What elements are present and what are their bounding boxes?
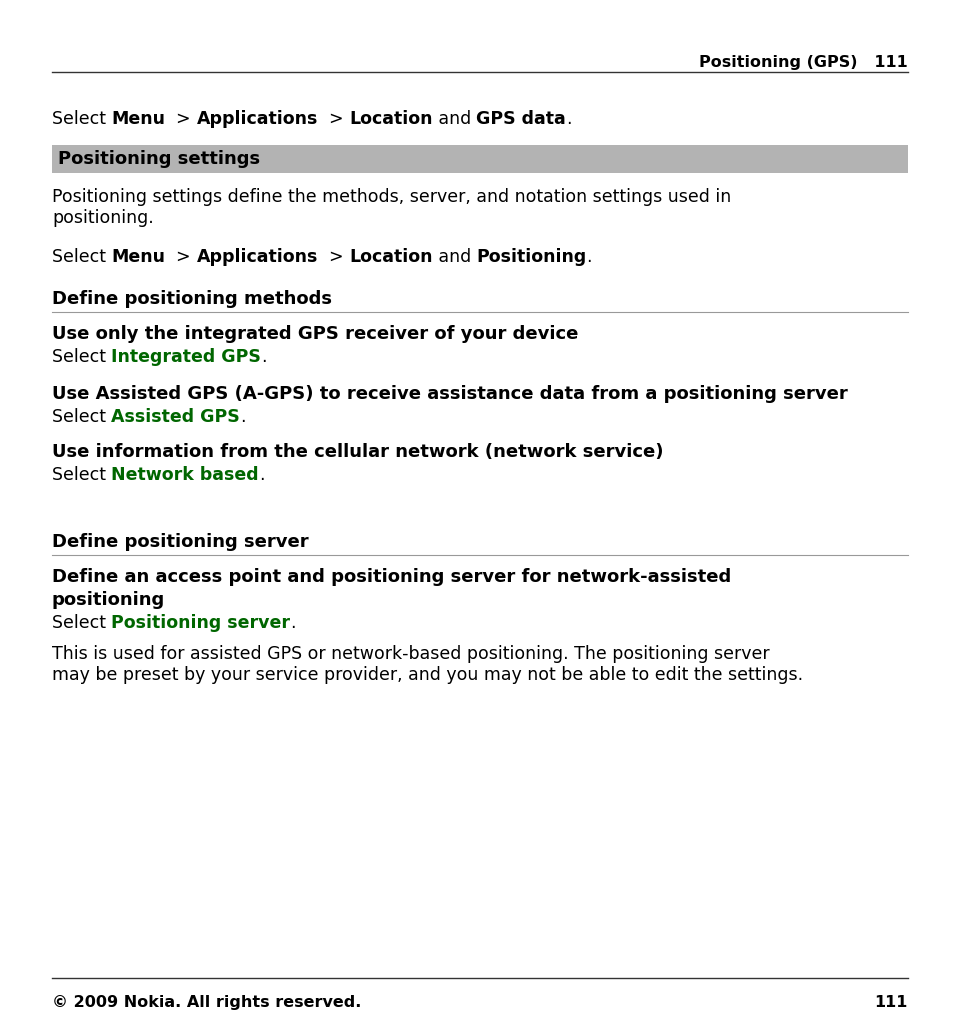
Text: © 2009 Nokia. All rights reserved.: © 2009 Nokia. All rights reserved. (52, 995, 361, 1010)
Text: Select: Select (52, 614, 112, 632)
Text: Define an access point and positioning server for network-assisted: Define an access point and positioning s… (52, 568, 731, 586)
Text: Menu: Menu (112, 110, 165, 128)
Text: Applications: Applications (196, 248, 317, 266)
Text: Applications: Applications (196, 110, 317, 128)
Text: positioning: positioning (52, 591, 165, 609)
Text: .: . (240, 408, 246, 426)
Text: >: > (165, 110, 196, 128)
Text: GPS data: GPS data (476, 110, 565, 128)
Text: Define positioning server: Define positioning server (52, 533, 309, 551)
Text: Positioning server: Positioning server (112, 614, 291, 632)
Text: Positioning (GPS)   111: Positioning (GPS) 111 (699, 55, 907, 70)
Text: Select: Select (52, 348, 112, 366)
Text: Select: Select (52, 248, 112, 266)
Text: >: > (317, 110, 349, 128)
Text: This is used for assisted GPS or network-based positioning. The positioning serv: This is used for assisted GPS or network… (52, 645, 769, 663)
Text: Positioning: Positioning (476, 248, 586, 266)
Text: and: and (432, 110, 476, 128)
Text: .: . (291, 614, 295, 632)
Text: 111: 111 (874, 995, 907, 1010)
Bar (52, 145, 907, 173)
Text: Location: Location (349, 248, 432, 266)
Text: and: and (432, 248, 476, 266)
Text: .: . (259, 466, 264, 484)
Text: Positioning settings: Positioning settings (58, 150, 260, 168)
Text: Positioning settings define the methods, server, and notation settings used in: Positioning settings define the methods,… (52, 188, 731, 206)
Text: Use Assisted GPS (A-GPS) to receive assistance data from a positioning server: Use Assisted GPS (A-GPS) to receive assi… (52, 385, 847, 403)
Text: Select: Select (52, 408, 112, 426)
Text: Location: Location (349, 110, 432, 128)
Text: >: > (317, 248, 349, 266)
Text: Define positioning methods: Define positioning methods (52, 290, 332, 308)
Text: Menu: Menu (112, 248, 165, 266)
Text: Use information from the cellular network (network service): Use information from the cellular networ… (52, 443, 662, 461)
Text: .: . (586, 248, 592, 266)
Text: Select: Select (52, 466, 112, 484)
Text: Assisted GPS: Assisted GPS (112, 408, 240, 426)
Text: >: > (165, 248, 196, 266)
Text: Use only the integrated GPS receiver of your device: Use only the integrated GPS receiver of … (52, 325, 578, 343)
Text: Integrated GPS: Integrated GPS (112, 348, 261, 366)
Text: positioning.: positioning. (52, 209, 153, 227)
Text: .: . (565, 110, 571, 128)
Text: Select: Select (52, 110, 112, 128)
Text: may be preset by your service provider, and you may not be able to edit the sett: may be preset by your service provider, … (52, 666, 802, 684)
Text: .: . (261, 348, 267, 366)
Text: Network based: Network based (112, 466, 259, 484)
